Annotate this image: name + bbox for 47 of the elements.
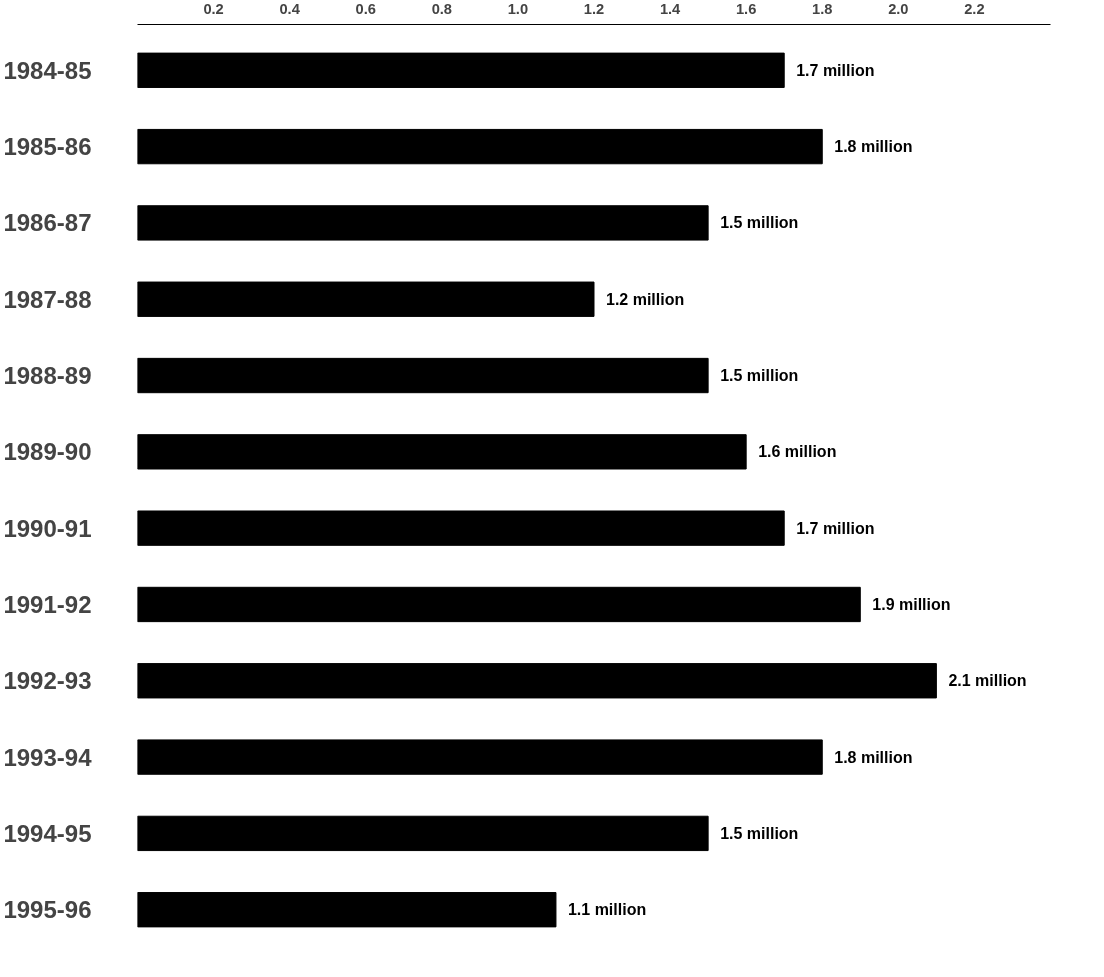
y-tick-label: 1987-88: [3, 285, 92, 313]
bar: [137, 815, 709, 852]
bar: [137, 739, 823, 775]
x-tick-label: 1.8: [812, 0, 833, 17]
y-tick-label: 1990-91: [3, 514, 92, 542]
y-tick-label: 1986-87: [3, 209, 92, 237]
data-label: 1.8 million: [834, 138, 913, 156]
data-label: 1.7 million: [796, 61, 875, 79]
y-tick-label: 1995-96: [3, 896, 92, 924]
x-tick-label: 0.2: [203, 0, 224, 17]
data-label: 1.2 million: [606, 290, 685, 308]
x-tick-label: 1.4: [659, 0, 682, 17]
x-tick-label: 1.0: [507, 0, 529, 17]
y-tick-label: 1988-89: [3, 362, 92, 390]
y-tick-label: 1991-92: [3, 590, 92, 618]
bar: [137, 357, 709, 394]
x-tick-label: 0.6: [355, 0, 376, 17]
bar: [137, 281, 595, 317]
data-label: 2.1 million: [948, 672, 1027, 690]
x-tick-label: 1.6: [735, 0, 757, 17]
bar: [137, 128, 823, 165]
bar: [137, 586, 861, 623]
bar: [137, 52, 785, 88]
y-tick-label: 1985-86: [3, 133, 92, 161]
x-tick-label: 2.0: [888, 0, 909, 17]
data-label: 1.6 million: [758, 443, 837, 461]
data-label: 1.5 million: [720, 367, 799, 385]
data-label: 1.7 million: [796, 519, 875, 537]
data-label: 1.9 million: [872, 595, 951, 613]
x-tick-label: 1.2: [583, 0, 605, 17]
x-tick-label: 2.2: [964, 0, 985, 17]
bar: [137, 434, 747, 470]
data-label: 1.5 million: [720, 824, 799, 842]
bar: [137, 205, 709, 241]
x-tick-label: 0.4: [279, 0, 301, 17]
y-tick-label: 1989-90: [3, 438, 92, 466]
data-label: 1.8 million: [834, 748, 913, 766]
y-tick-label: 1994-95: [3, 819, 92, 847]
y-tick-label: 1992-93: [3, 667, 92, 695]
data-label: 1.5 million: [720, 214, 799, 232]
x-tick-label: 0.8: [431, 0, 453, 17]
data-label: 1.1 million: [567, 901, 647, 919]
bar: [137, 663, 937, 699]
y-tick-label: 1984-85: [3, 56, 92, 84]
bar: [137, 892, 557, 928]
bar: [137, 510, 785, 546]
y-tick-label: 1993-94: [3, 743, 93, 771]
